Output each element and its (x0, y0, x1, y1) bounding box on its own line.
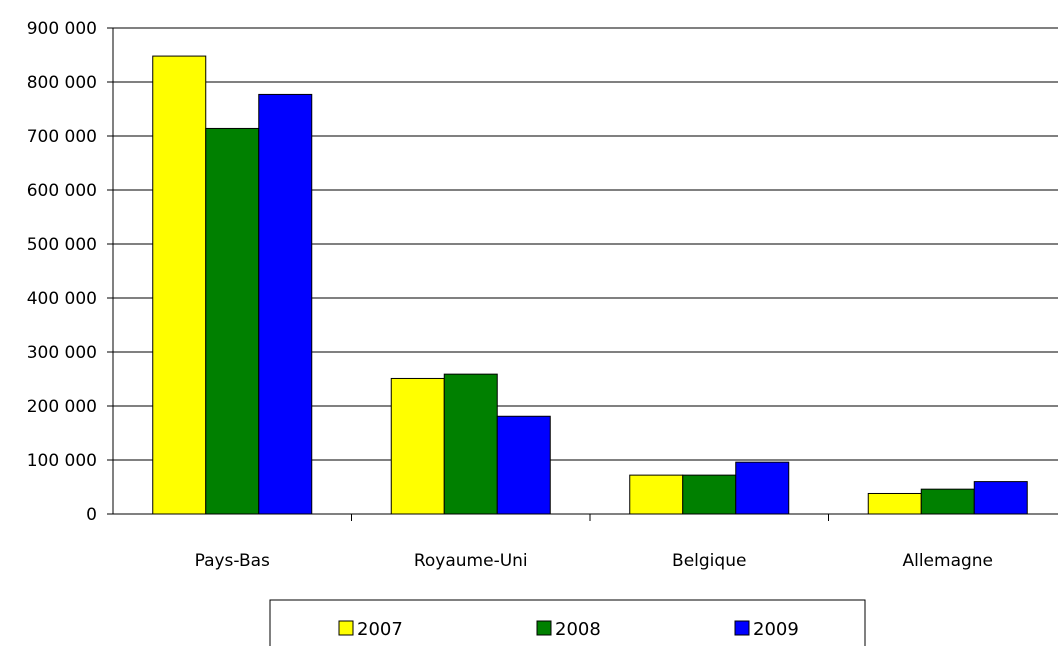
x-category-label: Royaume-Uni (414, 551, 528, 571)
y-tick-label: 400 000 (27, 289, 97, 309)
bar-2009-allemagne (973, 481, 1028, 515)
bar-2009-belgique (735, 461, 790, 515)
bar-2009-pays-bas (258, 93, 313, 515)
y-tick-label: 600 000 (27, 181, 97, 201)
legend-label-2008: 2008 (555, 619, 601, 640)
bar-2008-royaume-uni (443, 373, 498, 515)
legend-swatch-2008 (536, 620, 552, 636)
legend-label-2009: 2009 (753, 619, 799, 640)
legend (269, 599, 866, 646)
y-tick-label: 100 000 (27, 451, 97, 471)
y-tick-label: 800 000 (27, 73, 97, 93)
bar-2007-belgique (629, 474, 684, 515)
y-tick-label: 0 (86, 505, 97, 525)
bar-2007-pays-bas (152, 55, 207, 515)
bar-2008-allemagne (920, 488, 975, 515)
bar-2009-royaume-uni (496, 415, 551, 515)
legend-swatch-2007 (338, 620, 354, 636)
legend-label-2007: 2007 (357, 619, 403, 640)
y-tick-label: 900 000 (27, 19, 97, 39)
bar-2008-belgique (682, 474, 737, 515)
x-category-label: Belgique (672, 551, 746, 571)
bar-2008-pays-bas (205, 127, 260, 515)
y-tick-label: 200 000 (27, 397, 97, 417)
y-tick-label: 300 000 (27, 343, 97, 363)
legend-swatch-2009 (734, 620, 750, 636)
y-tick-label: 700 000 (27, 127, 97, 147)
x-category-label: Allemagne (902, 551, 993, 571)
bar-2007-allemagne (867, 492, 922, 515)
bar-2007-royaume-uni (390, 377, 445, 515)
x-category-label: Pays-Bas (195, 551, 270, 571)
y-tick-label: 500 000 (27, 235, 97, 255)
